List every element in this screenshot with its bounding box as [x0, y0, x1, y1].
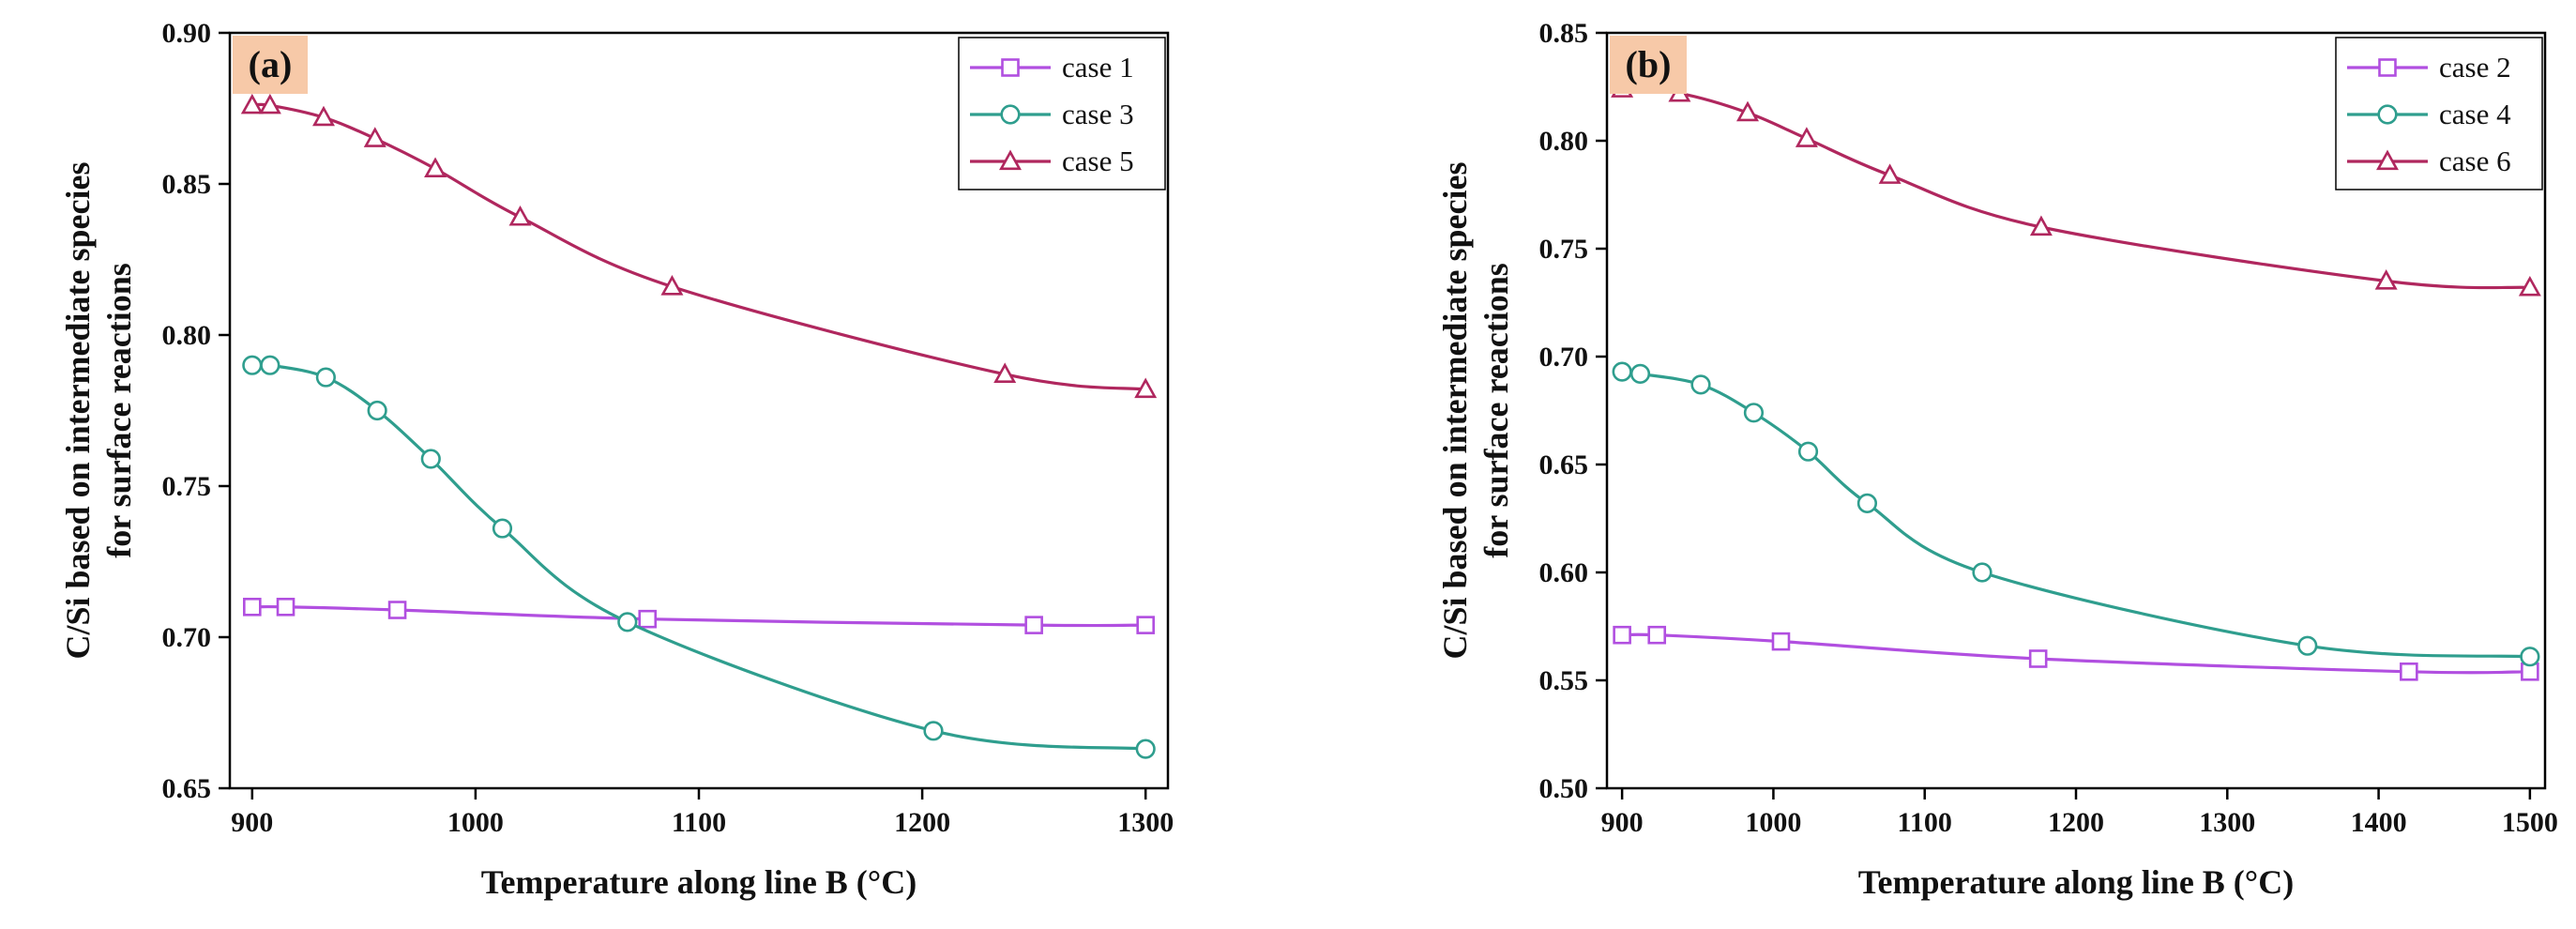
- legend-label: case 6: [2439, 145, 2511, 177]
- data-point: [387, 601, 407, 619]
- data-point: [1795, 127, 1818, 147]
- y-tick-label: 0.50: [1539, 773, 1589, 804]
- y-tick-label: 0.85: [162, 169, 212, 200]
- data-point: [1613, 625, 1631, 645]
- data-point: [2028, 649, 2048, 668]
- data-point: [1629, 363, 1651, 385]
- data-point: [2400, 662, 2418, 681]
- panel-tag: (a): [249, 43, 293, 85]
- data-point: [1024, 616, 1043, 634]
- panel-tag-background: [1610, 36, 1687, 94]
- data-point: [1771, 632, 1791, 651]
- x-axis-title: Temperature along line B (°C): [1858, 863, 2294, 901]
- data-point: [2029, 215, 2053, 236]
- x-tick-label: 1100: [1898, 807, 1952, 838]
- x-tick-label: 900: [1601, 807, 1644, 838]
- x-tick-label: 900: [231, 807, 273, 838]
- y-tick-label: 0.90: [162, 18, 212, 49]
- data-point: [1797, 441, 1819, 462]
- y-tick-label: 0.70: [162, 622, 212, 653]
- data-point: [1743, 403, 1765, 423]
- x-tick-label: 1200: [2048, 807, 2104, 838]
- data-point: [1736, 100, 1759, 122]
- data-point: [508, 205, 532, 226]
- x-tick-label: 1100: [672, 807, 726, 838]
- legend-label: case 3: [1062, 98, 1134, 130]
- legend-marker: [2377, 104, 2398, 125]
- series-line-case-3: [251, 362, 1146, 751]
- data-point: [312, 105, 335, 127]
- data-point: [2520, 647, 2540, 667]
- y-axis-title: C/Si based on intermediate species for su…: [1436, 162, 1515, 660]
- legend-label: case 5: [1062, 145, 1134, 177]
- legend-label: case 1: [1062, 51, 1134, 84]
- series-line-case-1: [251, 604, 1146, 628]
- data-point: [367, 400, 387, 421]
- data-point: [1136, 616, 1155, 634]
- y-tick-label: 0.75: [162, 471, 212, 502]
- data-point: [1690, 374, 1711, 395]
- data-point: [1135, 739, 1156, 759]
- x-tick-label: 1400: [2351, 807, 2407, 838]
- y-tick-label: 0.65: [1539, 449, 1589, 480]
- data-point: [2297, 635, 2318, 656]
- legend-marker: [999, 149, 1022, 171]
- data-point: [617, 612, 638, 632]
- y-tick-label: 0.75: [1539, 234, 1589, 265]
- x-tick-label: 1300: [2199, 807, 2255, 838]
- y-tick-label: 0.55: [1539, 665, 1589, 696]
- y-tick-label: 0.70: [1539, 342, 1589, 373]
- data-point: [258, 93, 281, 114]
- panel-tag: (b): [1626, 43, 1672, 85]
- data-point: [1612, 361, 1632, 382]
- data-point: [1134, 377, 1158, 399]
- x-axis-title: Temperature along line B (°C): [481, 863, 917, 901]
- x-tick-label: 1500: [2502, 807, 2558, 838]
- legend-label: case 4: [2439, 98, 2511, 130]
- chart-panel-a: 900 1000 1100 1200 1300 0.65 0.70 0.75 0.80 0.85 0…: [59, 18, 1174, 901]
- data-point: [2518, 275, 2541, 297]
- legend-marker: [2376, 149, 2399, 171]
- y-tick-label: 0.85: [1539, 18, 1589, 49]
- data-point: [1856, 493, 1878, 514]
- data-point: [1972, 562, 1993, 583]
- y-tick-label: 0.65: [162, 773, 212, 804]
- data-point: [2374, 269, 2398, 290]
- x-tick-label: 1000: [447, 807, 504, 838]
- data-point: [363, 127, 386, 147]
- data-point: [420, 449, 441, 469]
- legend-marker: [1000, 104, 1021, 125]
- x-tick-label: 1300: [1117, 807, 1174, 838]
- data-point: [660, 275, 684, 296]
- data-point: [638, 609, 658, 629]
- data-point: [424, 157, 447, 178]
- y-tick-label: 0.60: [1539, 557, 1589, 588]
- data-point: [923, 721, 944, 741]
- data-point: [240, 93, 264, 114]
- y-tick-label: 0.80: [162, 320, 212, 351]
- data-point: [276, 597, 295, 617]
- data-point: [243, 597, 262, 617]
- legend-label: case 2: [2439, 51, 2511, 84]
- y-axis-title: C/Si based on intermediate species for su…: [59, 162, 138, 660]
- data-point: [1878, 163, 1902, 184]
- legend-marker: [1001, 58, 1020, 77]
- data-point: [993, 362, 1017, 383]
- x-tick-label: 1000: [1745, 807, 1801, 838]
- y-tick-label: 0.80: [1539, 126, 1589, 157]
- panel-tag-background: [233, 36, 308, 94]
- chart-panel-b: 900 1000 1100 1200 1300 1400 1500 0.50 0.55 0.60 0…: [1436, 18, 2558, 901]
- x-tick-label: 1200: [894, 807, 950, 838]
- data-point: [1647, 625, 1667, 645]
- data-point: [492, 518, 513, 539]
- data-point: [315, 367, 336, 388]
- data-point: [242, 355, 263, 375]
- legend-marker: [2378, 58, 2397, 77]
- data-point: [260, 355, 280, 375]
